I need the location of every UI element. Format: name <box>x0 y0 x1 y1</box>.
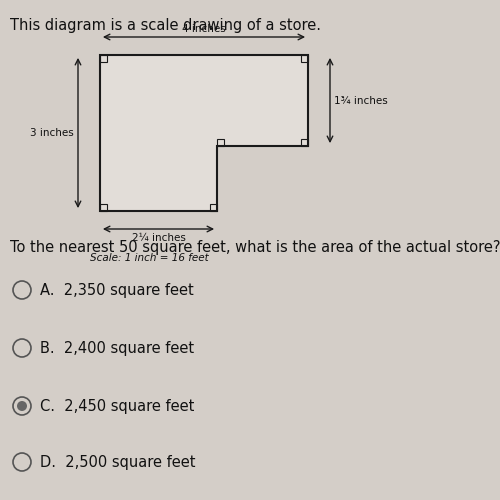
Text: This diagram is a scale drawing of a store.: This diagram is a scale drawing of a sto… <box>10 18 321 33</box>
Bar <box>217 139 224 146</box>
Text: D.  2,500 square feet: D. 2,500 square feet <box>40 454 196 469</box>
Text: A.  2,350 square feet: A. 2,350 square feet <box>40 282 194 298</box>
Bar <box>301 55 308 62</box>
Polygon shape <box>100 55 308 211</box>
Bar <box>210 204 217 211</box>
Text: 2¼ inches: 2¼ inches <box>132 233 186 243</box>
Bar <box>301 139 308 146</box>
Text: 3 inches: 3 inches <box>30 128 74 138</box>
Text: 1¾ inches: 1¾ inches <box>334 96 388 106</box>
Circle shape <box>17 401 27 411</box>
Text: To the nearest 50 square feet, what is the area of the actual store?: To the nearest 50 square feet, what is t… <box>10 240 500 255</box>
Text: Scale: 1 inch = 16 feet: Scale: 1 inch = 16 feet <box>90 253 209 263</box>
Bar <box>100 204 107 211</box>
Text: B.  2,400 square feet: B. 2,400 square feet <box>40 340 194 355</box>
Text: C.  2,450 square feet: C. 2,450 square feet <box>40 398 194 413</box>
Text: 4 inches: 4 inches <box>182 24 226 34</box>
Bar <box>100 55 107 62</box>
